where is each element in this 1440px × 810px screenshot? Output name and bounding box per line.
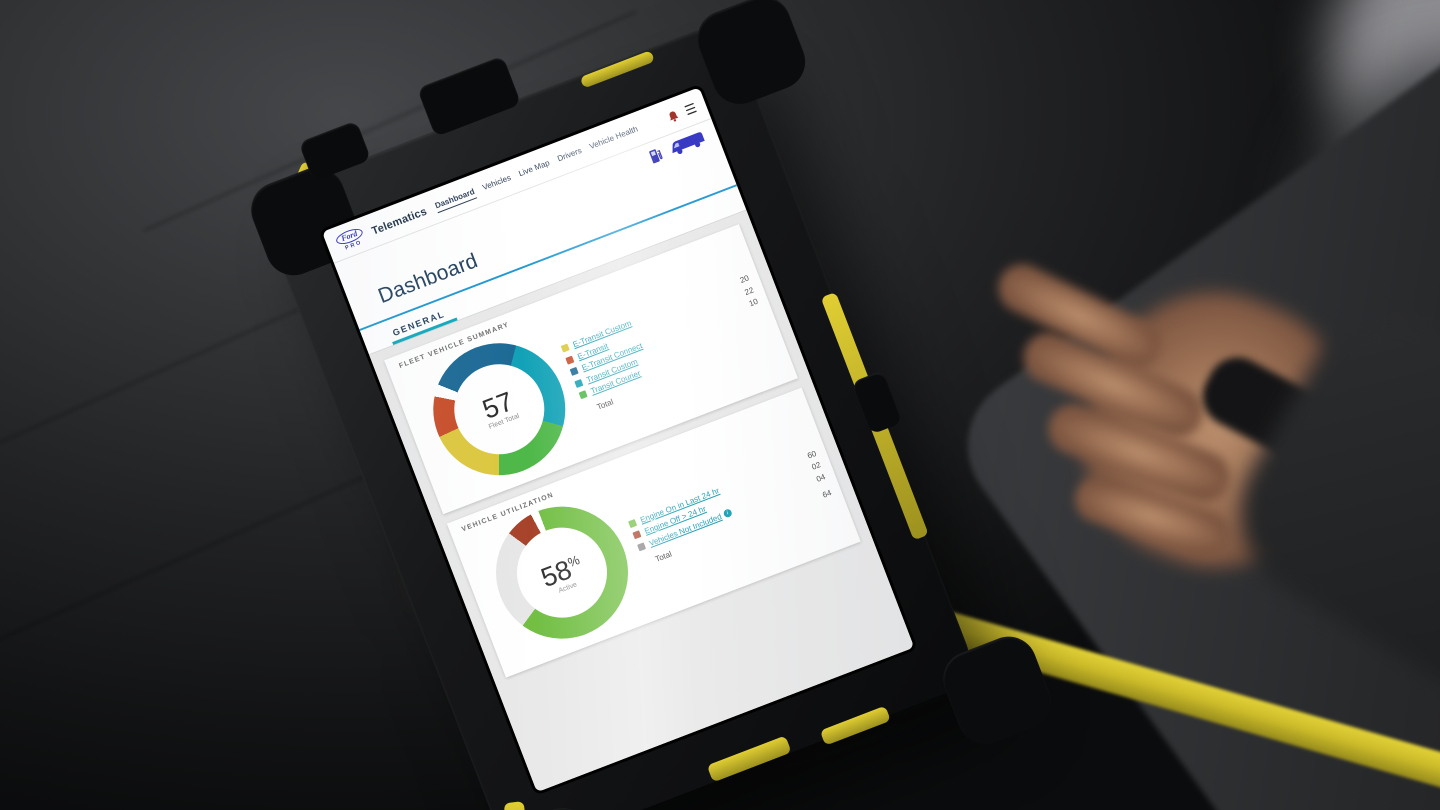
legend-swatch [578, 390, 588, 400]
vehicle-icon-row [334, 119, 720, 288]
legend-total-value [752, 340, 773, 348]
nav-item-vehicles[interactable]: Vehicles [481, 173, 513, 193]
legend-total-value: 64 [821, 487, 833, 500]
legend-swatch [636, 541, 646, 551]
info-icon[interactable]: i [722, 508, 733, 519]
van-icon[interactable] [666, 128, 708, 159]
tablet-screen: Ford PRO Telematics Dashboard Vehicles L… [322, 87, 915, 793]
nav-item-dashboard[interactable]: Dashboard [433, 186, 477, 213]
nav-item-drivers[interactable]: Drivers [556, 145, 583, 164]
legend-swatch [574, 378, 584, 388]
legend-link-engine-off[interactable]: Engine Off > 24 hr [643, 504, 708, 536]
legend-swatch [560, 343, 570, 353]
alert-icon[interactable] [666, 108, 681, 123]
legend-swatch [565, 355, 575, 365]
nav-item-live-map[interactable]: Live Map [517, 158, 551, 179]
ford-pro-logo-icon: Ford PRO [334, 225, 369, 253]
app-header: Ford PRO Telematics Dashboard Vehicles L… [322, 87, 712, 264]
legend-value [742, 313, 763, 321]
ev-charger-icon[interactable] [647, 145, 665, 166]
legend-swatch [569, 366, 579, 376]
vehicle-utilization-legend: Engine On in Last 24 hr 60 Engine Off > … [626, 443, 834, 571]
hamburger-menu-icon[interactable]: ☰ [682, 99, 699, 118]
utilization-percent-value: 58% [536, 547, 586, 593]
legend-value [746, 324, 767, 332]
legend-swatch [632, 530, 642, 540]
legend-swatch [627, 518, 637, 528]
